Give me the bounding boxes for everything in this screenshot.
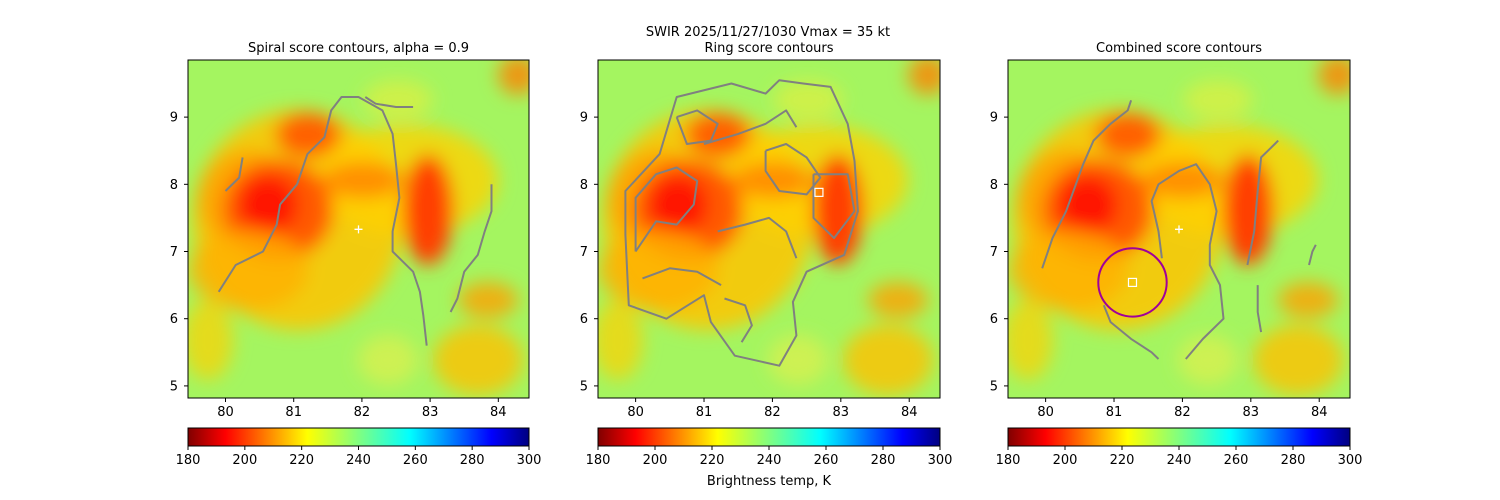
contour-group: [217, 96, 493, 346]
colorbar-tick-label: 200: [1053, 453, 1078, 468]
chart-panel-2: Ring score contours 80 81 82 83 84 5 6 7 8 9 180 200…: [580, 41, 953, 468]
score-contour: [224, 157, 244, 192]
panels: Spiral score contours, alpha = 0.980 81 82…: [170, 41, 1363, 468]
colorbar-tick-label: 220: [1110, 453, 1135, 468]
y-tick-label: 6: [170, 312, 178, 327]
score-contour: [717, 216, 798, 259]
x-tick-label: 82: [764, 405, 781, 420]
score-contour: [449, 184, 493, 313]
colorbar-tick-label: 180: [586, 453, 611, 468]
y-tick-label: 8: [990, 178, 998, 193]
score-contour: [642, 267, 722, 286]
colorbar-tick-label: 260: [814, 453, 839, 468]
colorbar-tick-label: 240: [757, 453, 782, 468]
score-contour: [1102, 304, 1160, 360]
y-tick-label: 9: [170, 111, 178, 126]
y-tick-label: 6: [990, 312, 998, 327]
chart-panel-1: Spiral score contours, alpha = 0.980 81 82…: [170, 41, 542, 468]
score-contour: [217, 96, 428, 346]
x-tick-label: 80: [627, 405, 644, 420]
y-tick-label: 6: [580, 312, 588, 327]
colorbar-tick-label: 180: [176, 453, 201, 468]
score-contour: [724, 297, 753, 343]
colorbar-tick-label: 240: [1167, 453, 1192, 468]
score-contour: [364, 96, 414, 108]
brightness-field: [593, 55, 948, 398]
y-tick-label: 5: [990, 379, 998, 394]
y-tick-label: 9: [990, 111, 998, 126]
score-contour: [1256, 285, 1263, 333]
x-tick-label: 81: [696, 405, 713, 420]
colorbar: [1007, 427, 1351, 447]
colorbar-tick-label: 280: [871, 453, 896, 468]
score-contour: [675, 109, 719, 145]
x-tick-label: 81: [1106, 405, 1123, 420]
x-tick-label: 82: [1174, 405, 1191, 420]
y-tick-label: 8: [580, 178, 588, 193]
x-tick-label: 83: [422, 405, 439, 420]
x-tick-label: 81: [285, 405, 302, 420]
score-contour: [812, 173, 856, 240]
y-tick-label: 5: [170, 379, 178, 394]
y-tick-label: 8: [170, 178, 178, 193]
panel-title: Spiral score contours, alpha = 0.9: [248, 41, 469, 56]
y-tick-label: 7: [170, 245, 178, 260]
colorbar-tick-label: 200: [643, 453, 668, 468]
colorbar-tick-label: 180: [996, 453, 1021, 468]
score-contour: [624, 79, 859, 367]
y-tick-label: 5: [580, 379, 588, 394]
center-square-marker: [1127, 277, 1138, 288]
colorbar-tick-label: 260: [403, 453, 428, 468]
axes-frame: [597, 59, 941, 399]
colorbar-tick-label: 260: [1224, 453, 1249, 468]
colorbar-tick-label: 220: [700, 453, 725, 468]
colorbar-tick-label: 200: [232, 453, 257, 468]
chart-panel-3: Combined score contours 80 81 82 83 84 5 6 7 8 9 18…: [990, 41, 1363, 468]
brightness-field: [1003, 55, 1358, 398]
x-tick-label: 84: [490, 405, 507, 420]
x-tick-label: 82: [354, 405, 371, 420]
colorbar-tick-label: 300: [928, 453, 953, 468]
axes-frame: [1007, 59, 1351, 399]
x-tick-label: 84: [901, 405, 918, 420]
figure-suptitle: SWIR 2025/11/27/1030 Vmax = 35 kt: [646, 25, 890, 40]
ring-circle: [1097, 247, 1168, 318]
colorbar: [597, 427, 941, 447]
y-tick-label: 7: [580, 245, 588, 260]
score-contour: [1308, 244, 1317, 266]
colorbar-tick-label: 280: [460, 453, 485, 468]
colorbar-tick-label: 240: [346, 453, 371, 468]
center-square-marker: [814, 187, 824, 197]
colorbar-tick-label: 300: [517, 453, 542, 468]
score-contour: [634, 166, 699, 253]
x-tick-label: 83: [833, 405, 850, 420]
colorbar-tick-label: 220: [289, 453, 314, 468]
center-plus-marker: [354, 225, 363, 234]
x-tick-label: 80: [1037, 405, 1054, 420]
center-plus-marker: [1175, 225, 1183, 234]
score-contour: [1246, 139, 1279, 266]
brightness-field: [183, 55, 538, 398]
y-tick-label: 7: [990, 245, 998, 260]
x-tick-label: 84: [1311, 405, 1328, 420]
axes-frame: [187, 59, 530, 399]
colorbar: [187, 427, 530, 447]
x-tick-label: 80: [217, 405, 234, 420]
colorbar-tick-label: 280: [1281, 453, 1306, 468]
x-tick-label: 83: [1243, 405, 1260, 420]
score-contour: [1041, 99, 1133, 269]
score-contour: [703, 109, 798, 145]
contour-group: [1041, 99, 1317, 360]
score-contour: [1150, 163, 1225, 360]
colorbar-label: Brightness temp, K: [707, 474, 832, 489]
panel-title: Combined score contours: [1096, 41, 1262, 56]
y-tick-label: 9: [580, 111, 588, 126]
contour-group: [624, 79, 859, 367]
colorbar-tick-label: 300: [1338, 453, 1363, 468]
panel-title: Ring score contours: [704, 41, 833, 56]
